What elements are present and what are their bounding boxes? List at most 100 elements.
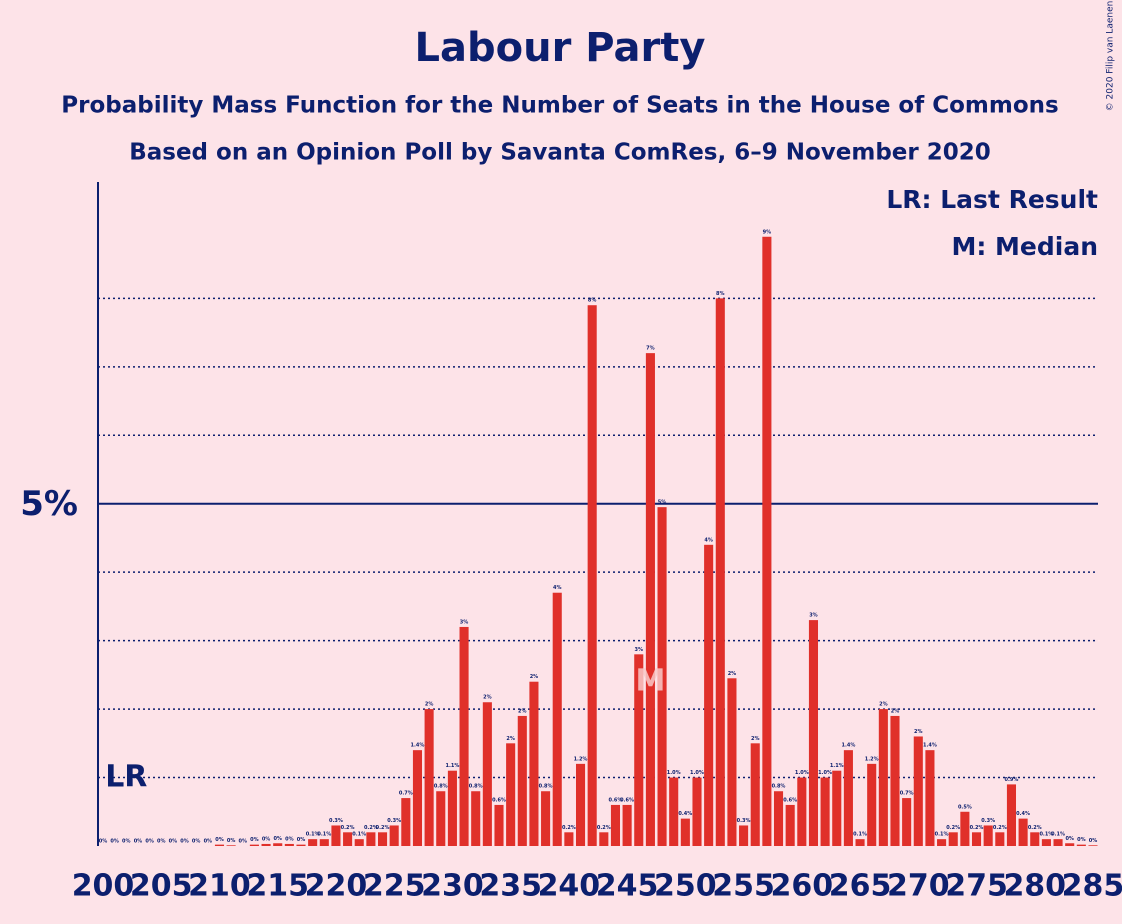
bar xyxy=(366,832,376,846)
bar xyxy=(424,709,434,846)
bar xyxy=(1053,839,1063,846)
value-label: 0.6% xyxy=(620,797,634,803)
x-tick-label: 260 xyxy=(771,869,834,904)
bar xyxy=(948,832,958,846)
value-label: 0.4% xyxy=(678,811,692,817)
bar xyxy=(867,763,877,846)
bar xyxy=(669,777,679,846)
value-label: 2% xyxy=(751,736,760,742)
bar xyxy=(739,825,749,846)
x-tick-label: 240 xyxy=(538,869,601,904)
bar xyxy=(750,743,760,846)
bar xyxy=(308,839,318,846)
x-tick-label: 205 xyxy=(130,869,193,904)
value-label: 0% xyxy=(122,839,131,845)
bar xyxy=(482,702,492,846)
legend-entry: LR: Last Result xyxy=(886,185,1098,214)
value-label: 5% xyxy=(658,500,667,506)
bar xyxy=(727,678,737,846)
bar xyxy=(587,305,597,846)
value-label: 0.1% xyxy=(352,832,366,838)
value-label: 0.2% xyxy=(341,825,355,831)
value-label: 0.8% xyxy=(772,784,786,790)
x-tick-label: 250 xyxy=(654,869,717,904)
value-label: 0.3% xyxy=(329,818,343,824)
value-label: 2% xyxy=(879,702,888,708)
value-label: 0% xyxy=(180,839,189,845)
value-label: 1.2% xyxy=(574,756,588,762)
bar xyxy=(797,777,807,846)
value-label: 0.8% xyxy=(469,784,483,790)
value-label: 0.3% xyxy=(387,818,401,824)
annotation: LR xyxy=(105,760,147,795)
value-label: 0% xyxy=(297,837,306,843)
x-tick-label: 225 xyxy=(363,869,426,904)
value-label: 2% xyxy=(530,674,539,680)
value-label: 0.1% xyxy=(853,832,867,838)
bar xyxy=(1076,844,1086,846)
bar xyxy=(610,804,621,846)
value-label: 0% xyxy=(250,837,259,843)
x-tick-label: 235 xyxy=(479,869,542,904)
bar xyxy=(820,777,830,846)
value-label: 0% xyxy=(1065,836,1074,842)
value-label: 0% xyxy=(227,838,236,844)
bar xyxy=(529,681,539,846)
subtitle: Based on an Opinion Poll by Savanta ComR… xyxy=(129,140,991,166)
bar xyxy=(494,804,504,846)
bar xyxy=(1030,832,1040,846)
x-tick-label: 255 xyxy=(712,869,775,904)
value-label: 0.1% xyxy=(1051,832,1065,838)
bar xyxy=(983,825,993,846)
bar xyxy=(517,715,527,846)
value-label: 4% xyxy=(553,585,562,591)
value-label: 0.8% xyxy=(539,784,553,790)
x-tick-label: 270 xyxy=(887,869,950,904)
x-tick-label: 275 xyxy=(945,869,1008,904)
bar xyxy=(354,839,364,846)
value-label: 0.4% xyxy=(1016,811,1030,817)
value-label: 0.1% xyxy=(306,832,320,838)
bar xyxy=(261,843,271,846)
bar xyxy=(401,798,411,846)
bar xyxy=(692,777,702,846)
x-tick-label: 215 xyxy=(246,869,309,904)
bar xyxy=(273,843,283,846)
x-tick-label: 285 xyxy=(1062,869,1122,904)
value-label: 2% xyxy=(518,708,527,714)
value-label: 1.1% xyxy=(445,763,459,769)
bar xyxy=(773,791,784,846)
annotation: M xyxy=(635,664,665,699)
bar xyxy=(1006,784,1017,846)
value-label: 0.2% xyxy=(364,825,378,831)
bar xyxy=(913,736,923,846)
value-label: 0.9% xyxy=(1005,777,1019,783)
bar xyxy=(995,832,1005,846)
bar xyxy=(447,770,457,846)
bar xyxy=(855,839,865,846)
bar xyxy=(971,832,982,846)
value-label: 0% xyxy=(262,836,271,842)
bar xyxy=(808,620,819,846)
bar xyxy=(436,791,446,846)
value-label: 0% xyxy=(169,839,178,845)
value-label: 0% xyxy=(192,839,201,845)
value-label: 1.0% xyxy=(667,770,681,776)
value-label: 0% xyxy=(239,839,248,845)
bar xyxy=(937,839,947,846)
value-label: 2% xyxy=(728,671,737,677)
value-label: 0.6% xyxy=(609,797,623,803)
value-label: 0% xyxy=(285,836,294,842)
value-label: 0% xyxy=(204,839,213,845)
value-label: 1.4% xyxy=(411,743,425,749)
bar xyxy=(843,750,853,846)
value-label: 0.2% xyxy=(993,825,1007,831)
legend-entry: M: Median xyxy=(951,232,1098,261)
bar xyxy=(902,798,912,846)
value-label: 0.5% xyxy=(958,804,972,810)
value-label: 0.2% xyxy=(597,825,611,831)
value-label: 0.6% xyxy=(492,797,506,803)
bar xyxy=(762,236,772,847)
value-label: 1.0% xyxy=(690,770,704,776)
bar xyxy=(925,750,935,846)
